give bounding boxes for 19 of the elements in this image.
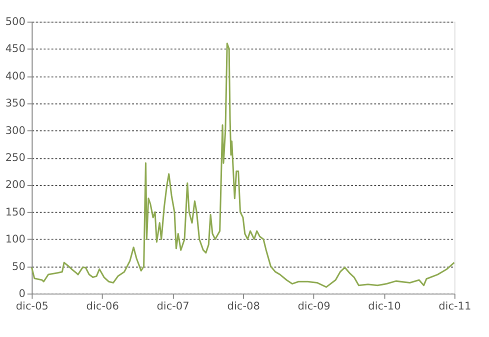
y-tick-label: 150 xyxy=(5,206,26,218)
x-tick-label: dic-06 xyxy=(86,300,120,312)
x-tick-label: dic-09 xyxy=(298,300,330,312)
y-tick-label: 500 xyxy=(5,16,26,28)
x-tick-label: dic-08 xyxy=(227,300,260,312)
x-tick-label: dic-10 xyxy=(368,300,402,312)
x-tick-label: dic-05 xyxy=(16,300,49,312)
x-tick-label: dic-07 xyxy=(156,300,190,312)
y-tick-label: 400 xyxy=(5,70,26,82)
line-series xyxy=(30,42,455,288)
y-tick-label: 200 xyxy=(5,179,26,192)
y-tick-label: 450 xyxy=(5,43,26,56)
y-tick-label: 300 xyxy=(5,124,26,137)
y-tick-label: 350 xyxy=(5,98,26,110)
y-tick-label: 50 xyxy=(12,260,26,273)
y-tick-label: 100 xyxy=(5,234,26,246)
x-tick-label: dic-11 xyxy=(438,300,472,312)
y-tick-label: 250 xyxy=(5,152,26,164)
y-tick-label: 0 xyxy=(18,288,26,300)
